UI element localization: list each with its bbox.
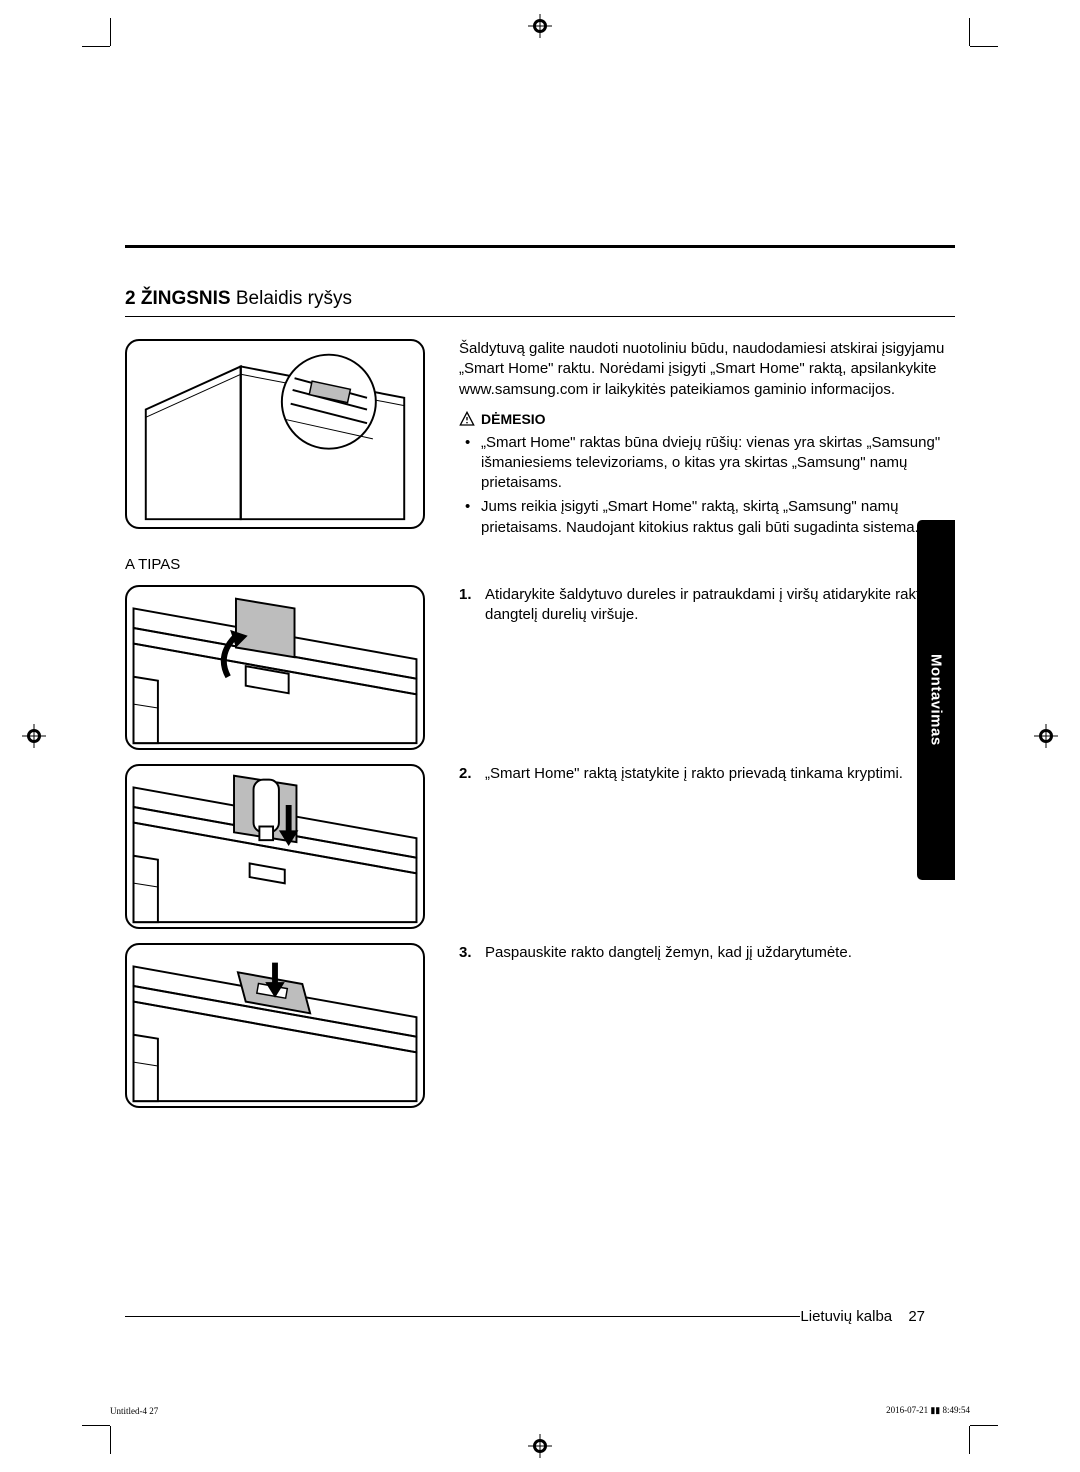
footer-rule <box>125 1316 800 1317</box>
caution-heading: DĖMESIO <box>459 410 955 429</box>
figure-step-3 <box>125 943 425 1108</box>
page-footer: Lietuvių kalba 27 <box>800 1308 925 1325</box>
warning-icon <box>459 411 475 427</box>
type-label: A TIPAS <box>125 556 955 573</box>
step-number-label: 1. <box>459 585 472 605</box>
crop-mark <box>969 18 970 46</box>
crop-mark <box>970 46 998 47</box>
step-text: „Smart Home" raktą įstatykite į rakto pr… <box>485 765 903 782</box>
step-item: 1. Atidarykite šaldytuvo dureles ir patr… <box>459 585 955 626</box>
step-text: Atidarykite šaldytuvo dureles ir patrauk… <box>485 586 929 623</box>
footer-language: Lietuvių kalba <box>800 1308 892 1325</box>
caution-item: „Smart Home" raktas būna dviejų rūšių: v… <box>459 433 955 494</box>
step-number-label: 2. <box>459 764 472 784</box>
step-text: Paspauskite rakto dangtelį žemyn, kad jį… <box>485 944 852 961</box>
registration-mark-icon <box>1034 724 1058 748</box>
caution-label-text: DĖMESIO <box>481 410 546 429</box>
top-rule <box>125 245 955 248</box>
figure-step-1 <box>125 585 425 750</box>
crop-mark <box>110 1426 111 1454</box>
registration-mark-icon <box>22 724 46 748</box>
figure-step-2 <box>125 764 425 929</box>
caution-list: „Smart Home" raktas būna dviejų rūšių: v… <box>459 433 955 538</box>
intro-paragraph: Šaldytuvą galite naudoti nuotoliniu būdu… <box>459 339 955 400</box>
crop-mark <box>82 1425 110 1426</box>
step-item: 2. „Smart Home" raktą įstatykite į rakto… <box>459 764 955 784</box>
step-number: 2 ŽINGSNIS <box>125 288 231 309</box>
step-title: Belaidis ryšys <box>236 288 352 309</box>
step-number-label: 3. <box>459 943 472 963</box>
crop-mark <box>110 18 111 46</box>
step-item: 3. Paspauskite rakto dangtelį žemyn, kad… <box>459 943 955 963</box>
footer-page-number: 27 <box>908 1308 925 1325</box>
registration-mark-icon <box>528 14 552 38</box>
crop-mark <box>970 1425 998 1426</box>
crop-mark <box>82 46 110 47</box>
caution-item: Jums reikia įsigyti „Smart Home" raktą, … <box>459 497 955 538</box>
crop-mark <box>969 1426 970 1454</box>
registration-mark-icon <box>528 1434 552 1458</box>
print-meta-left: Untitled-4 27 <box>110 1406 158 1416</box>
page-content: 2 ŽINGSNIS Belaidis ryšys <box>125 70 955 1402</box>
print-meta-right: 2016-07-21 ▮▮ 8:49:54 <box>886 1405 970 1416</box>
figure-overview <box>125 339 425 529</box>
step-heading: 2 ŽINGSNIS Belaidis ryšys <box>125 288 955 317</box>
